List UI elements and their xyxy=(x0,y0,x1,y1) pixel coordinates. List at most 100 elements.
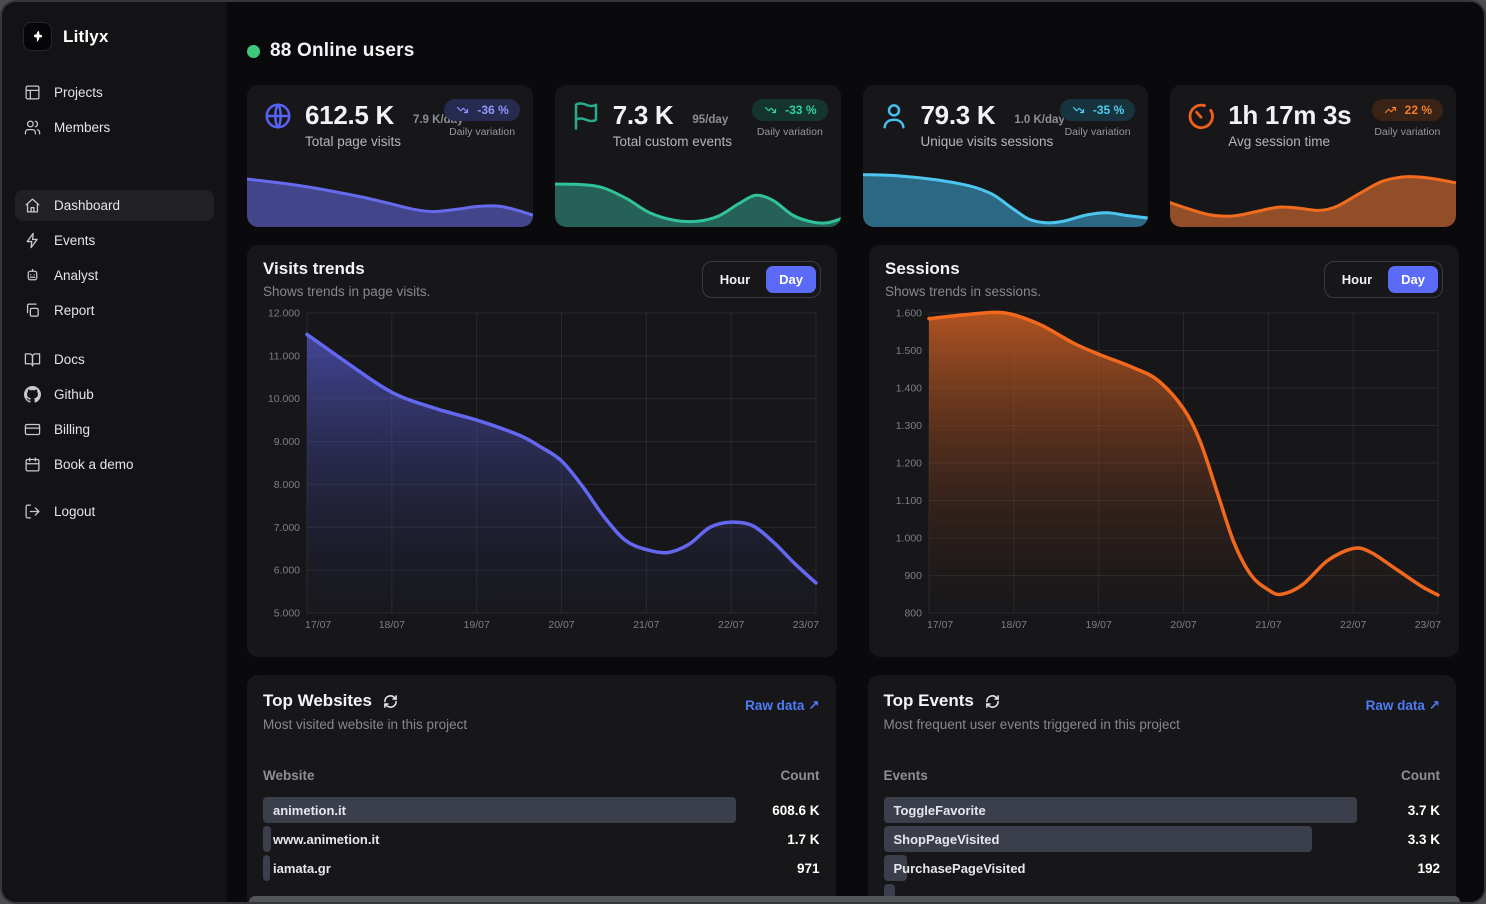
svg-text:18/07: 18/07 xyxy=(1001,619,1027,631)
badge-value: -36 % xyxy=(477,103,509,117)
home-icon xyxy=(25,198,40,213)
hour-toggle-button[interactable]: Hour xyxy=(707,266,763,293)
sparkline-chart xyxy=(1170,165,1456,227)
sidebar-item-report[interactable]: Report xyxy=(15,295,214,326)
tables-row: Top Websites Most visited website in thi… xyxy=(247,675,1456,902)
row-count: 3.7 K xyxy=(1407,802,1440,818)
svg-text:20/07: 20/07 xyxy=(1170,619,1196,631)
calendar-icon xyxy=(25,457,40,472)
table-row: www.animetion.it 1.7 K xyxy=(263,826,820,852)
value-bar xyxy=(263,826,272,852)
row-label: PurchasePageVisited xyxy=(893,860,1026,876)
sidebar-item-dashboard[interactable]: Dashboard xyxy=(15,190,214,221)
sidebar-item-projects[interactable]: Projects xyxy=(15,77,214,108)
value-bar xyxy=(883,826,1312,852)
svg-text:1.200: 1.200 xyxy=(896,458,922,470)
badge-value: -33 % xyxy=(785,103,817,117)
daily-variation-badge: -36 % xyxy=(444,99,520,121)
sidebar-item-members[interactable]: Members xyxy=(15,112,214,143)
members-icon xyxy=(24,120,41,135)
sidebar-item-logout[interactable]: Logout xyxy=(15,496,214,527)
table-title: Top Events xyxy=(883,691,974,710)
sidebar-item-label: Docs xyxy=(54,352,85,367)
hour-toggle-button[interactable]: Hour xyxy=(1329,266,1385,293)
projects-icon xyxy=(25,85,40,100)
refresh-icon[interactable] xyxy=(383,694,398,709)
daily-variation-badge: -33 % xyxy=(752,99,828,121)
sidebar: Litlyx Projects Members Dashboard Events xyxy=(2,2,227,902)
stat-rate: 95/day xyxy=(692,114,729,126)
value-bar xyxy=(263,855,270,881)
stat-card-total-page-visits: 612.5 K 7.9 K/day Total page visits -36 … xyxy=(247,85,533,227)
svg-text:800: 800 xyxy=(904,608,922,620)
variation-label: Daily variation xyxy=(1374,126,1441,138)
column-header-count: Count xyxy=(1401,768,1440,783)
raw-data-link[interactable]: Raw data ↗ xyxy=(745,698,820,713)
sidebar-item-github[interactable]: Github xyxy=(15,379,214,410)
table-row: animetion.it 608.6 K xyxy=(263,797,820,823)
sparkline-chart xyxy=(554,165,841,227)
sidebar-item-events[interactable]: Events xyxy=(15,225,214,256)
sidebar-item-docs[interactable]: Docs xyxy=(15,344,214,375)
svg-text:19/07: 19/07 xyxy=(464,619,490,631)
row-label: ShopPageVisited xyxy=(893,831,1000,847)
refresh-icon[interactable] xyxy=(985,694,1000,709)
visits-interval-toggle: Hour Day xyxy=(701,261,821,298)
sidebar-item-billing[interactable]: Billing xyxy=(15,414,214,445)
table-title: Top Websites xyxy=(263,691,372,710)
sidebar-item-book-a-demo[interactable]: Book a demo xyxy=(15,449,214,480)
litlyx-logo-icon xyxy=(23,22,52,51)
chart-title: Sessions xyxy=(885,259,960,278)
sidebar-item-label: Events xyxy=(54,233,96,248)
day-toggle-button[interactable]: Day xyxy=(766,266,816,293)
svg-text:10.000: 10.000 xyxy=(268,393,300,405)
svg-text:5.000: 5.000 xyxy=(274,608,300,620)
table-row: ShopPageVisited 3.3 K xyxy=(883,826,1440,852)
sidebar-item-label: Github xyxy=(54,387,94,402)
timer-icon xyxy=(1186,101,1216,131)
sidebar-item-label: Report xyxy=(54,303,95,318)
raw-data-link[interactable]: Raw data ↗ xyxy=(1365,698,1440,713)
row-count: 192 xyxy=(1417,860,1440,876)
column-header-website: Website xyxy=(263,768,315,783)
stat-card-unique-visits-sessions: 79.3 K 1.0 K/day Unique visits sessions … xyxy=(862,85,1149,227)
column-header-count: Count xyxy=(780,768,820,783)
user-icon xyxy=(879,101,909,131)
badge-value: 22 % xyxy=(1404,103,1432,117)
online-users-header: 88 Online users xyxy=(247,40,1456,62)
badge-value: -35 % xyxy=(1092,103,1125,117)
github-icon xyxy=(24,386,41,403)
table-row: ToggleFavorite 3.7 K xyxy=(883,797,1440,823)
svg-text:17/07: 17/07 xyxy=(305,619,331,631)
stat-card-avg-session-time: 1h 17m 3s Avg session time 22 % Daily va… xyxy=(1170,85,1456,227)
credit-card-icon xyxy=(24,423,41,436)
chart-title: Visits trends xyxy=(263,259,365,278)
sessions-interval-toggle: Hour Day xyxy=(1323,261,1443,298)
svg-text:18/07: 18/07 xyxy=(379,619,405,631)
app-title: Litlyx xyxy=(63,26,109,46)
row-count: 608.6 K xyxy=(772,802,820,818)
trending-up-icon xyxy=(1384,106,1396,114)
stat-label: Avg session time xyxy=(1228,134,1331,149)
trending-down-icon xyxy=(457,106,469,114)
svg-text:7.000: 7.000 xyxy=(274,522,300,534)
daily-variation-badge: 22 % xyxy=(1371,99,1443,121)
book-icon xyxy=(24,353,41,367)
value-bar xyxy=(883,797,1357,823)
svg-text:23/07: 23/07 xyxy=(793,619,819,631)
top-events-card: Top Events Most frequent user events tri… xyxy=(867,675,1456,902)
svg-text:8.000: 8.000 xyxy=(274,479,300,491)
row-label: animetion.it xyxy=(273,802,346,818)
trending-down-icon xyxy=(765,106,777,114)
charts-row: Visits trends Shows trends in page visit… xyxy=(247,245,1459,657)
svg-text:900: 900 xyxy=(904,570,922,582)
value-bar xyxy=(883,855,907,881)
bottom-scrollbar[interactable] xyxy=(249,896,1460,902)
sessions-chart: 1.600 1.500 1.400 1.300 1.200 1.100 1.000 900 80… xyxy=(896,308,1441,632)
variation-label: Daily variation xyxy=(1064,126,1131,138)
row-count: 971 xyxy=(796,860,820,876)
sidebar-item-analyst[interactable]: Analyst xyxy=(15,260,214,291)
day-toggle-button[interactable]: Day xyxy=(1388,266,1438,293)
trending-down-icon xyxy=(1072,106,1084,114)
stat-label: Total page visits xyxy=(305,134,402,149)
